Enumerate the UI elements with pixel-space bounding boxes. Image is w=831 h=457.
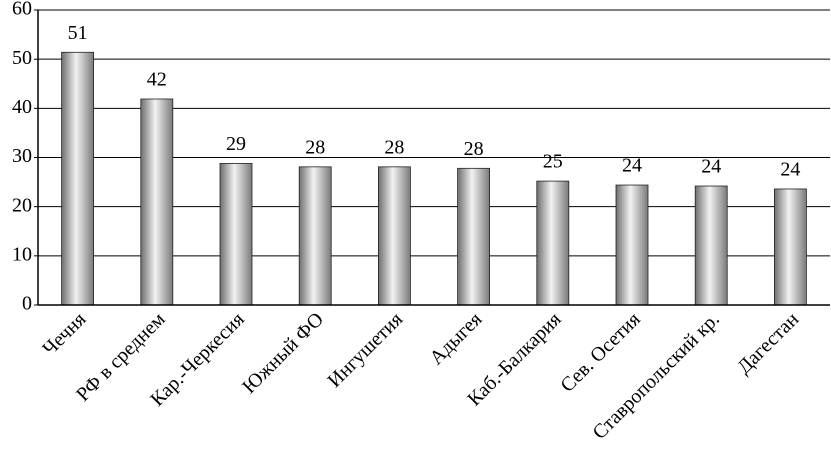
data-label: 25 [543, 151, 563, 173]
bar [140, 98, 174, 306]
data-label: 28 [384, 136, 404, 158]
data-label: 29 [226, 133, 246, 155]
data-label: 42 [147, 69, 167, 91]
data-label: 28 [305, 136, 325, 158]
bar [219, 162, 253, 306]
data-label: 24 [701, 156, 721, 178]
bar [694, 185, 728, 306]
bar [61, 51, 94, 306]
x-tick-label: Чечня [39, 308, 91, 360]
y-tick-label: 10 [12, 243, 32, 265]
y-tick-label: 0 [22, 293, 32, 315]
bar [457, 167, 491, 306]
x-tick-label: Южный ФО [238, 308, 328, 398]
data-label: 24 [622, 155, 642, 177]
y-tick-label: 50 [12, 47, 32, 69]
y-tick-label: 20 [12, 194, 32, 216]
y-tick-label: 40 [12, 96, 32, 118]
bar [774, 188, 807, 306]
x-tick-label: Сев. Осетия [556, 308, 644, 396]
bar [536, 180, 570, 306]
x-tick-label: Ингушетия [324, 308, 408, 392]
bar [377, 166, 411, 306]
x-tick-label: Дагестан [733, 308, 803, 378]
y-tick-label: 60 [12, 0, 32, 20]
bar [615, 184, 649, 306]
x-tick-label: Адыгея [426, 308, 487, 369]
y-tick-label: 30 [12, 145, 32, 167]
data-label: 24 [780, 159, 800, 181]
bar [298, 166, 332, 306]
data-label: 51 [68, 22, 88, 44]
data-label: 28 [464, 138, 484, 160]
